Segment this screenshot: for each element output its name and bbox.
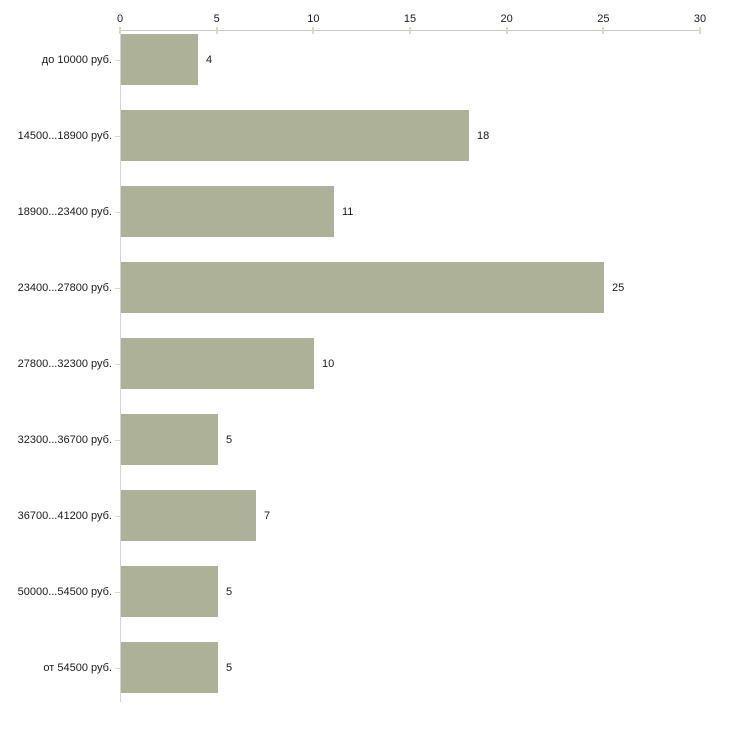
x-tick-mark: [409, 27, 411, 34]
bar: [121, 262, 604, 313]
bar: [121, 338, 314, 389]
bar: [121, 566, 218, 617]
category-tick-mark: [115, 592, 120, 593]
x-tick-mark: [602, 27, 605, 34]
value-label: 25: [612, 281, 625, 294]
x-tick-label: 10: [307, 13, 320, 25]
category-tick-mark: [115, 136, 120, 137]
bar: [121, 34, 198, 85]
bar: [121, 414, 218, 465]
bar: [121, 642, 218, 693]
category-label: 27800...32300 руб.: [17, 357, 112, 370]
value-label: 11: [342, 205, 354, 218]
category-label: до 10000 руб.: [41, 53, 112, 66]
category-label: 23400...27800 руб.: [17, 281, 112, 294]
y-axis-line: [120, 30, 121, 702]
category-label: 14500...18900 руб.: [17, 129, 112, 142]
x-tick-label: 15: [403, 13, 417, 25]
value-label: 5: [226, 661, 233, 674]
x-tick-label: 25: [597, 13, 610, 25]
category-tick-mark: [115, 60, 120, 61]
category-label: 32300...36700 руб.: [17, 433, 112, 446]
category-label: 50000...54500 руб.: [17, 585, 112, 598]
x-tick-mark: [505, 27, 508, 34]
category-tick-mark: [115, 668, 120, 669]
value-label: 18: [477, 129, 490, 142]
x-tick-label: 5: [213, 13, 220, 25]
x-tick-label: 30: [693, 13, 707, 25]
value-label: 5: [226, 585, 233, 598]
x-tick-label: 0: [116, 13, 124, 25]
x-tick-mark: [312, 27, 315, 34]
x-tick-label: 20: [500, 13, 513, 25]
value-label: 5: [226, 433, 233, 446]
category-tick-mark: [115, 364, 120, 365]
category-label: от 54500 руб.: [43, 661, 112, 674]
x-tick-mark: [699, 27, 701, 34]
category-label: 36700...41200 руб.: [17, 509, 112, 522]
x-tick-mark: [119, 27, 121, 34]
category-tick-mark: [115, 288, 120, 289]
value-label: 10: [322, 357, 335, 370]
bar: [121, 490, 256, 541]
value-label: 7: [264, 509, 271, 522]
category-tick-mark: [115, 212, 120, 213]
value-label: 4: [206, 53, 213, 66]
category-tick-mark: [115, 516, 120, 517]
category-label: 18900...23400 руб.: [17, 205, 112, 218]
category-tick-mark: [115, 440, 120, 441]
bar: [121, 186, 334, 237]
bar: [121, 110, 469, 161]
x-tick-mark: [215, 27, 218, 34]
